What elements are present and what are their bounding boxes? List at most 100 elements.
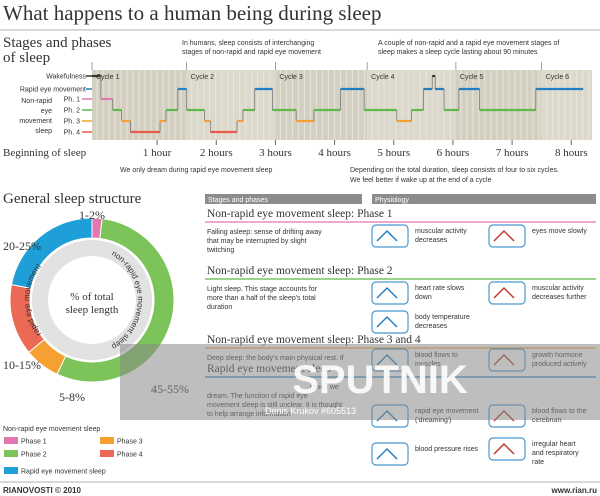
footnote: We only dream during rapid eye movement … (120, 167, 273, 174)
center-text: sleep length (66, 304, 119, 316)
note: stages of non-rapid and rapid eye moveme… (182, 49, 321, 56)
header-bar (205, 194, 362, 204)
x-tick-label: 5 hours (377, 147, 410, 159)
physiology-text: irregular heart (532, 441, 576, 448)
physiology-icon (371, 281, 409, 305)
section-text: Falling asleep: sense of drifting away (207, 229, 322, 236)
legend-swatch (4, 450, 18, 457)
physiology-icon-arrow (493, 286, 515, 299)
watermark-brand: SPUTNIK (292, 358, 468, 402)
cycle-band (186, 70, 276, 140)
physiology-icon (488, 224, 526, 248)
x-tick-label: 4 hours (318, 147, 351, 159)
x-tick-label: 8 hours (555, 147, 588, 159)
physiology-text: and respiratory (532, 450, 579, 457)
legend-label: Phase 3 (117, 439, 143, 446)
cycle-label: Cycle 5 (460, 74, 483, 81)
section-heading: General sleep structure (3, 191, 142, 207)
physiology-text: body temperature (415, 314, 470, 321)
legend-swatch (100, 437, 114, 444)
physiology-text: rate (532, 459, 544, 466)
physiology-text: decreases further (532, 294, 587, 301)
level-group-label: Non-rapid (21, 98, 52, 105)
percent-label: 20-25% (3, 239, 41, 253)
header-label: Physiology (375, 197, 409, 204)
section-heading: of sleep (3, 50, 50, 66)
footer-right: www.rian.ru (551, 486, 598, 495)
section-text: more than a half of the sleep's total (207, 295, 316, 302)
physiology-text: eyes move slowly (532, 228, 587, 235)
legend-label: Phase 1 (21, 439, 47, 446)
physiology-text: muscular activity (532, 285, 584, 292)
section-title: Non-rapid eye movement sleep: Phase 1 (207, 208, 393, 220)
x-tick-label: 6 hours (437, 147, 470, 159)
percent-label: 5-8% (59, 390, 85, 404)
percent-label: 1-2% (79, 208, 105, 222)
level-label: Ph. 3 (64, 119, 80, 126)
section-text: Light sleep. This stage accounts for (207, 286, 318, 293)
physiology-text: down (415, 294, 432, 301)
legend-label: Rapid eye movement sleep (21, 469, 106, 476)
physiology-icon (488, 281, 526, 305)
footer-left: RIANOVOSTI © 2010 (3, 486, 81, 495)
inner-disc (48, 256, 136, 344)
section-title: Non-rapid eye movement sleep: Phase 2 (207, 265, 393, 277)
title: What happens to a human being during sle… (3, 1, 381, 25)
section-title: Non-rapid eye movement sleep: Phase 3 an… (207, 334, 421, 346)
note: A couple of non-rapid and a rapid eye mo… (378, 40, 559, 47)
physiology-icon-arrow (493, 229, 515, 242)
cycle-label: Cycle 4 (371, 74, 394, 81)
physiology-text: decreases (415, 237, 448, 244)
legend-label: Phase 4 (117, 452, 143, 459)
level-group-label: sleep (35, 128, 52, 135)
physiology-icon-arrow (376, 315, 398, 328)
physiology-icon (371, 310, 409, 334)
cycle-band (367, 70, 456, 140)
x-tick-label: 7 hours (496, 147, 529, 159)
physiology-icon (488, 437, 526, 461)
watermark-credit: Denis Krukov #605513 (265, 406, 356, 416)
donut-segment (10, 217, 93, 289)
x-tick-label: 1 hour (143, 147, 172, 159)
level-group-label: movement (19, 118, 52, 125)
x-origin-label: Beginning of sleep (3, 147, 87, 159)
level-label: Ph. 4 (64, 130, 80, 137)
cycle-label: Cycle 1 (96, 74, 119, 81)
level-label: Wakefulness (46, 74, 86, 81)
legend-label: Phase 2 (21, 452, 47, 459)
cycle-label: Cycle 6 (546, 74, 569, 81)
footnote: Depending on the total duration, sleep c… (350, 167, 559, 174)
percent-label: 10-15% (3, 358, 41, 372)
section-text: duration (207, 304, 232, 311)
physiology-icon (371, 224, 409, 248)
legend-title: Non-rapid eye movement sleep (3, 426, 100, 433)
physiology-text: muscular activity (415, 228, 467, 235)
level-label: Ph. 2 (64, 108, 80, 115)
physiology-table: Stages and phases Physiology Non-rapid eye… (205, 194, 596, 466)
cycle-band (275, 70, 368, 140)
physiology-icon-arrow (493, 442, 515, 455)
level-group-label: eye (41, 108, 52, 115)
x-tick-label: 3 hours (259, 147, 292, 159)
header-label: Stages and phases (208, 197, 268, 204)
section-text: that may be interrupted by slight (207, 238, 307, 245)
center-text: % of total (70, 291, 113, 303)
level-label: Ph. 1 (64, 97, 80, 104)
legend-swatch (4, 467, 18, 474)
physiology-icon-arrow (376, 447, 398, 460)
cycle-label: Cycle 3 (279, 74, 302, 81)
watermark: SPUTNIK Denis Krukov #605513 (120, 344, 600, 420)
donut-segment (56, 218, 175, 383)
cycle-band (541, 70, 592, 140)
x-tick-label: 2 hours (200, 147, 233, 159)
note: sleep makes a sleep cycle lasting about … (378, 49, 538, 56)
level-label: Rapid eye movement (20, 87, 86, 94)
physiology-text: decreases (415, 323, 448, 330)
footnote: We feel better if wake up at the end of … (350, 177, 492, 184)
note: In humans, sleep consists of interchangi… (182, 40, 314, 47)
physiology-text: cerebrum (532, 417, 562, 424)
cycle-label: Cycle 2 (191, 74, 214, 81)
physiology-icon (371, 442, 409, 466)
